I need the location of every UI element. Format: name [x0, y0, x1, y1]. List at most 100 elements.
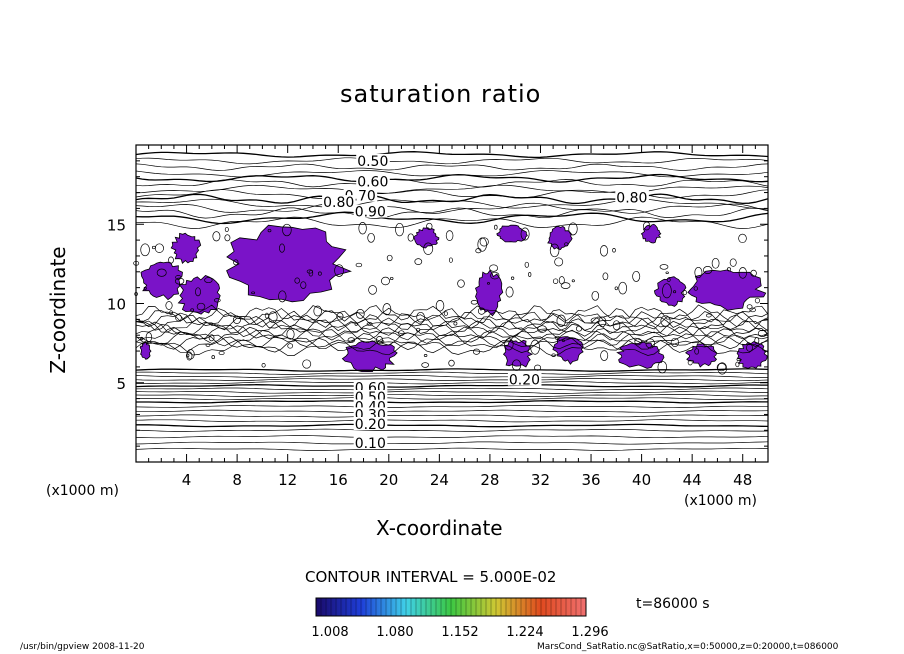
contour-line: [135, 207, 769, 219]
contour-blob: [591, 290, 600, 301]
contour-blob: [673, 290, 677, 294]
contour-label-background: [615, 190, 649, 204]
contour-blob: [618, 281, 628, 295]
contour-blob: [261, 363, 266, 368]
footer-source: MarsCond_SatRatio.nc@SatRatio,x=0:50000,…: [537, 642, 839, 652]
contour-blob: [282, 223, 292, 237]
contour-blob: [612, 248, 616, 253]
contour-line: [135, 326, 769, 344]
contour-blob: [568, 222, 578, 236]
contour-blob: [213, 298, 221, 303]
contour-blob: [657, 360, 668, 374]
shaded-region: [640, 223, 662, 244]
contour-blob: [457, 279, 465, 288]
contour-blob: [537, 325, 547, 333]
contour-line: [135, 216, 769, 229]
contour-blob: [154, 243, 164, 253]
contour-blob: [726, 267, 732, 272]
contour-blob: [286, 328, 295, 340]
contour-blob: [279, 243, 285, 253]
contour-blob: [386, 254, 393, 262]
contour-line: [135, 393, 768, 397]
contour-blob: [448, 257, 453, 263]
shaded-region: [687, 269, 767, 311]
shaded-region: [170, 232, 202, 265]
contour-line: [135, 368, 769, 372]
contour-blob: [224, 226, 229, 233]
contour-blob: [156, 268, 167, 277]
contour-blob: [511, 359, 522, 371]
contour-line: [135, 198, 769, 209]
contour-blob: [381, 276, 390, 286]
contour-blob: [662, 283, 672, 299]
colorbar-tick-label: 1.080: [376, 625, 414, 640]
contour-blob: [716, 363, 727, 372]
contour-line: [135, 320, 769, 338]
contour-blob: [448, 359, 455, 367]
contour-blob: [528, 272, 532, 277]
shaded-region: [547, 225, 573, 250]
contour-lines: [133, 151, 769, 451]
contour-blob: [421, 362, 430, 368]
contour-blob: [717, 362, 728, 375]
contour-blob: [705, 313, 712, 318]
contour-blob: [659, 264, 669, 270]
contour-blob: [754, 337, 760, 345]
contour-blob: [477, 307, 486, 315]
contour-line: [136, 423, 769, 428]
contour-blob: [666, 277, 671, 282]
contour-interval-label: CONTOUR INTERVAL = 5.000E-02: [305, 568, 557, 586]
contour-line: [135, 202, 769, 214]
supersaturation-shading: [139, 223, 768, 373]
contour-blob: [190, 308, 195, 312]
contour-blob: [233, 259, 239, 266]
y-axis-label: Z-coordinate: [46, 246, 70, 374]
contour-blob: [612, 320, 621, 331]
contour-blob: [486, 282, 491, 285]
shaded-region: [496, 224, 528, 243]
x-unit-left: (x1000 m): [46, 483, 119, 499]
contour-line: [135, 310, 769, 328]
contour-blob: [549, 243, 560, 258]
contour-line: [136, 409, 769, 413]
contour-blob: [693, 286, 698, 291]
contour-label: 0.50: [357, 154, 388, 170]
y-tick-label: 5: [116, 375, 126, 393]
contour-blob: [729, 258, 737, 267]
contour-label: 0.60: [357, 175, 388, 191]
contour-blob: [694, 348, 700, 355]
contour-blob: [494, 224, 498, 230]
contour-blob: [165, 301, 173, 310]
contour-blob: [575, 325, 583, 332]
contour-blob: [416, 327, 421, 332]
shaded-region: [616, 341, 665, 369]
contour-blob: [443, 311, 448, 316]
contour-line: [136, 400, 768, 404]
contour-line: [135, 329, 769, 347]
contour-blob: [746, 343, 753, 352]
contour-line: [135, 193, 769, 205]
shaded-region: [226, 224, 352, 303]
contour-blob: [643, 221, 651, 231]
contour-blob: [416, 311, 425, 323]
contour-blob: [195, 287, 201, 297]
colorbar-tick-labels: 1.008 1.080 1.152 1.224 1.296: [300, 625, 608, 641]
x-tick-label: 4: [182, 471, 192, 489]
footer-program: /usr/bin/gpview 2008-11-20: [20, 642, 145, 652]
contour-blob: [174, 277, 185, 285]
contour-blob: [470, 300, 478, 305]
contour-blob: [711, 257, 720, 269]
contour-line: [135, 404, 768, 409]
contour-blob: [224, 234, 231, 242]
contour-label-background: [356, 153, 390, 167]
contour-blob: [308, 269, 314, 277]
contour-blob: [318, 271, 322, 276]
contour-blob: [205, 343, 211, 347]
contour-blob: [186, 351, 193, 361]
contour-blob: [435, 300, 445, 312]
contour-blob: [347, 337, 356, 343]
contour-blob: [534, 364, 542, 371]
contour-blob: [355, 262, 363, 268]
colorbar: [315, 597, 587, 617]
